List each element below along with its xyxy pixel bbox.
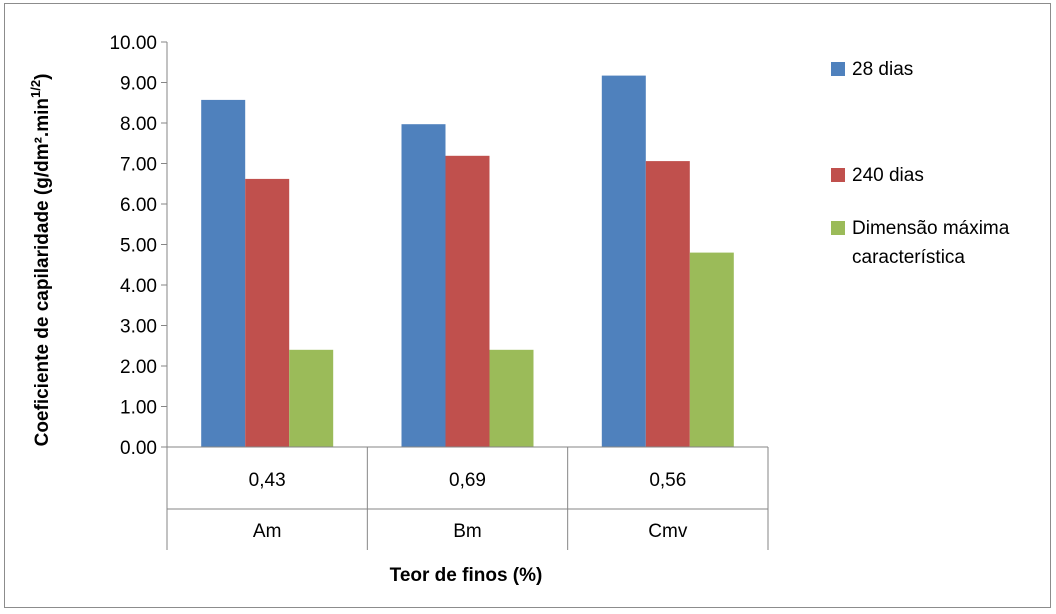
bar-series-3-bm (489, 349, 534, 447)
bar-series-1-cmv (601, 75, 646, 447)
x-tick-label-group: Bm (453, 521, 482, 542)
x-tick-label-value: 0,56 (649, 470, 686, 491)
legend-swatch-1 (831, 62, 845, 76)
y-tick-label: 3.00 (120, 317, 157, 338)
y-axis-title-superscript: 1/2 (28, 80, 43, 98)
x-tick-label-group: Am (253, 521, 282, 542)
y-axis-title: Coeficiente de capilaridade (g/dm².min1/… (28, 74, 53, 447)
y-axis: 0.00 1.00 2.00 3.00 4.00 5.00 6.00 7.00 8.00 9.00… (109, 33, 168, 459)
legend-label-2: 240 dias (852, 165, 924, 186)
bar-series-2-am (245, 178, 290, 447)
legend-label-3: Dimensão máxima (852, 218, 1010, 239)
bar-series-1-bm (401, 124, 446, 447)
y-tick-label: 9.00 (120, 74, 157, 95)
bar-series-3-cmv (689, 252, 734, 447)
y-tick-label: 0.00 (120, 438, 157, 459)
legend-swatch-3 (831, 221, 845, 235)
y-axis-title-main: Coeficiente de capilaridade (g/dm².min (32, 98, 53, 446)
legend-label-1: 28 dias (852, 59, 913, 80)
y-tick-label: 5.00 (120, 236, 157, 257)
y-tick-label: 6.00 (120, 195, 157, 216)
x-tick-label-value: 0,69 (449, 470, 486, 491)
x-tick-label-value: 0,43 (249, 470, 286, 491)
x-axis: 0,43 Am 0,69 Bm 0,56 Cmv (166, 446, 769, 550)
bars-layer (201, 75, 734, 448)
y-tick-label: 7.00 (120, 155, 157, 176)
bar-series-2-bm (445, 155, 490, 448)
x-tick-label-group: Cmv (648, 521, 688, 542)
legend: 28 dias 240 dias Dimensão máxima caracterís… (831, 59, 1010, 268)
y-tick-label: 2.00 (120, 357, 157, 378)
bar-series-1-am (201, 99, 246, 448)
y-tick-label: 1.00 (120, 398, 157, 419)
chart-frame (4, 3, 1051, 608)
legend-label-3: característica (852, 247, 965, 268)
legend-swatch-2 (831, 168, 845, 182)
bar-series-3-am (289, 349, 334, 447)
y-tick-label: 4.00 (120, 276, 157, 297)
y-axis-title-close: ) (32, 74, 53, 80)
bar-series-2-cmv (645, 161, 690, 447)
y-tick-label: 10.00 (109, 33, 157, 54)
y-tick-label: 8.00 (120, 114, 157, 135)
x-axis-title: Teor de finos (%) (390, 565, 543, 586)
